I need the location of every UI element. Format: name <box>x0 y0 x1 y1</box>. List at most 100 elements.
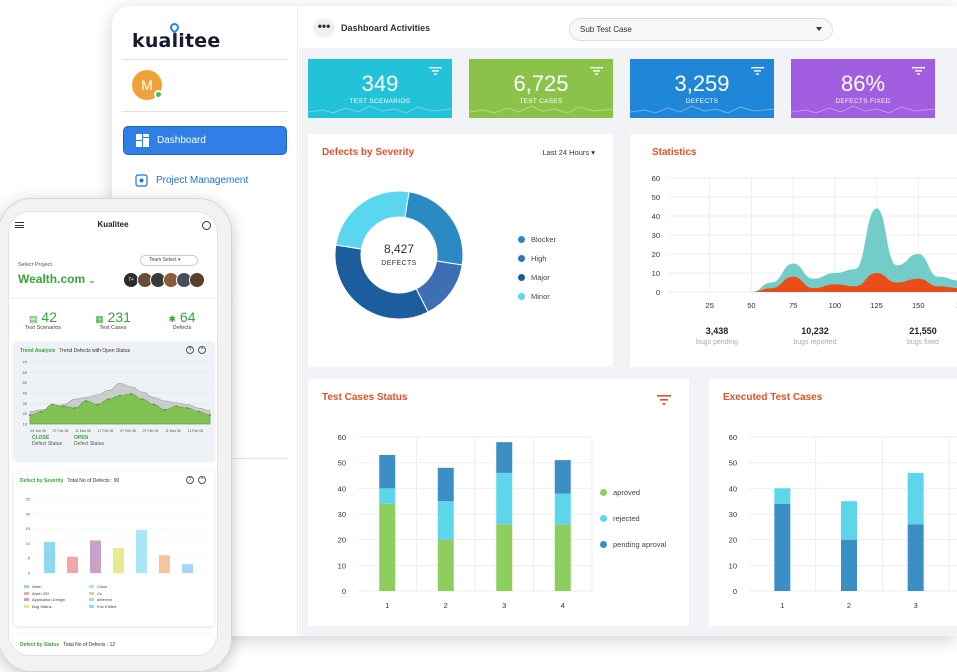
panel-title-text: Defect by Severity <box>20 478 64 484</box>
legend-swatch <box>518 236 525 243</box>
more-options-button[interactable]: ••• <box>313 19 335 37</box>
stat-value: 21,550 <box>909 326 937 336</box>
help-icon[interactable]: ? <box>186 476 194 484</box>
severity-bar[interactable] <box>182 564 193 573</box>
severity-bar[interactable] <box>136 530 147 573</box>
bar-segment[interactable] <box>437 539 454 591</box>
legend-item: High <box>518 249 556 268</box>
avatar[interactable] <box>189 272 205 288</box>
y-tick-label: 60 <box>729 433 737 442</box>
stat-label: bugs pending <box>695 339 739 346</box>
help-icon[interactable]: ? <box>186 346 194 354</box>
collapse-icon[interactable]: ^ <box>198 346 206 354</box>
x-tick-label: 125 <box>870 301 883 310</box>
y-tick-label: 60 <box>23 370 28 375</box>
trend-point <box>96 403 99 406</box>
y-tick-label: 0 <box>28 571 31 576</box>
trend-point <box>62 405 65 408</box>
filter-icon[interactable] <box>590 67 603 75</box>
severity-bar[interactable] <box>90 540 101 573</box>
legend-swatch <box>518 293 525 300</box>
time-range-dropdown[interactable]: Last 24 Hours ▾ <box>542 148 595 157</box>
clock-icon[interactable] <box>202 221 211 230</box>
severity-bar[interactable] <box>159 555 170 573</box>
kpi-card[interactable]: 86% DEFECTS FIXED <box>791 59 935 118</box>
kpi-card[interactable]: 349 TEST SCENARIOS <box>308 59 452 118</box>
y-tick-label: 0 <box>656 288 660 297</box>
brand-logo[interactable]: kualitee <box>132 21 220 52</box>
legend-swatch <box>24 604 29 608</box>
bar-segment[interactable] <box>841 501 857 540</box>
legend-swatch <box>24 591 29 595</box>
team-select-dropdown[interactable]: Team Select ▾ <box>140 255 198 266</box>
legend-label: Blocker <box>531 235 557 244</box>
defect-severity-panel: Defect by Severity Total No of Defects : … <box>14 471 214 626</box>
x-tick-label: 25 <box>706 301 714 310</box>
project-name: Wealth.com <box>18 272 86 286</box>
kpi-label: Test Scenarios <box>24 325 62 331</box>
bar-segment[interactable] <box>496 472 513 525</box>
hamburger-menu-icon[interactable] <box>15 222 24 228</box>
x-tick-label: 3 <box>502 601 506 610</box>
bar-segment[interactable] <box>907 524 924 591</box>
donut-center-value: 8,427 <box>383 242 415 256</box>
sub-test-case-select[interactable]: Sub Test Case <box>569 18 833 41</box>
filter-icon[interactable] <box>912 67 925 75</box>
bar-segment[interactable] <box>907 472 924 525</box>
x-tick-label: 1 <box>780 601 784 610</box>
kpi-value: 64 <box>179 309 196 325</box>
bar-segment[interactable] <box>379 488 396 504</box>
x-tick-label: 2 <box>847 601 851 610</box>
sidebar-item-project-management[interactable]: Project Management <box>123 166 287 195</box>
legend-label: Eric Edited <box>97 603 117 609</box>
filter-icon[interactable] <box>429 67 442 75</box>
bar-segment[interactable] <box>496 442 513 473</box>
kpi-card[interactable]: 3,259 DEFECTS <box>630 59 774 118</box>
bar-segment[interactable] <box>379 503 396 591</box>
severity-bar[interactable] <box>67 556 78 573</box>
collapse-icon[interactable]: ^ <box>198 476 206 484</box>
bar-segment[interactable] <box>554 460 571 494</box>
y-tick-label: 10 <box>338 561 346 570</box>
area-series-1 <box>668 273 957 292</box>
bar-segment[interactable] <box>774 488 791 504</box>
x-tick-label: 07 Feb 06 <box>143 429 159 433</box>
donut-slice-major[interactable] <box>334 244 429 320</box>
y-tick-label: 10 <box>26 541 31 546</box>
panel-title-text: Defect by Status <box>20 642 60 648</box>
legend-item: Alwin 222 <box>24 591 49 596</box>
stat-bugs-fixed: 21,550 bugs fixed <box>890 326 956 346</box>
bar-segment[interactable] <box>437 501 454 540</box>
donut-slice-minor[interactable] <box>335 190 410 250</box>
filter-icon[interactable] <box>751 67 764 75</box>
user-avatar[interactable]: M <box>132 70 163 100</box>
severity-bar[interactable] <box>113 547 124 573</box>
legend-item: Major <box>518 268 556 287</box>
filter-icon[interactable] <box>657 395 671 405</box>
team-more-avatar[interactable]: 7+ <box>123 272 139 288</box>
bar-segment[interactable] <box>496 524 513 591</box>
bar-segment[interactable] <box>554 524 571 591</box>
page-title: Dashboard Activities <box>341 23 431 33</box>
sparkline-decoration <box>630 105 774 114</box>
legend-item: pending aproval <box>600 531 666 557</box>
bar-segment[interactable] <box>841 539 857 591</box>
mobile-kpi-defects: ✱ 64 Defects <box>152 309 212 331</box>
bar-segment[interactable] <box>379 454 396 489</box>
kpi-value: 231 <box>107 309 131 325</box>
kpi-card[interactable]: 6,725 TEST CASES <box>469 59 613 118</box>
bar-segment[interactable] <box>554 493 571 525</box>
stat-label: bugs reported <box>793 339 837 346</box>
project-selector[interactable]: Wealth.com ⌄ <box>18 272 95 286</box>
bar-segment[interactable] <box>774 503 791 591</box>
trend-point <box>197 410 200 413</box>
y-tick-label: 0 <box>342 587 346 596</box>
sidebar-item-dashboard[interactable]: Dashboard <box>123 126 287 155</box>
stat-value: 3,438 <box>705 326 729 336</box>
area-series-0 <box>668 208 957 292</box>
trend-analysis-panel: Trend Analysis Trend Defects with Open St… <box>14 342 214 460</box>
severity-bar[interactable] <box>44 541 55 573</box>
y-tick-label: 50 <box>652 193 660 202</box>
bar-segment[interactable] <box>437 467 454 502</box>
